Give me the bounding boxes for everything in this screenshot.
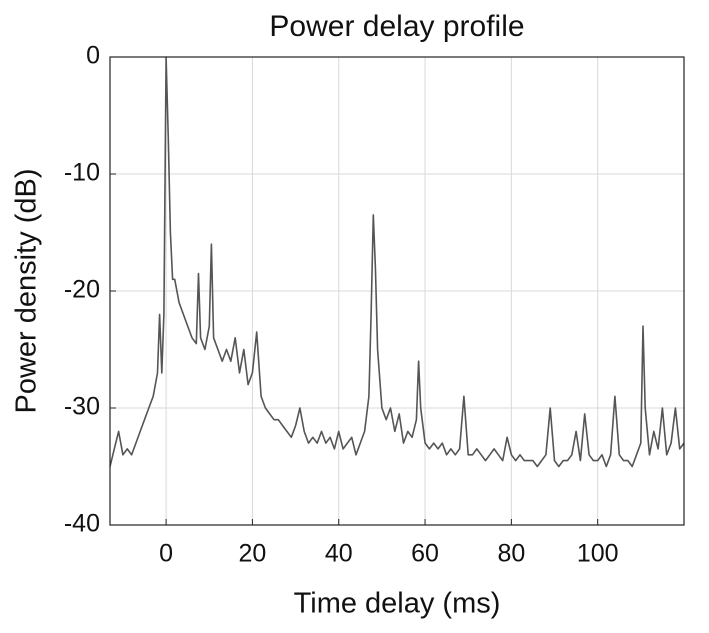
y-tick-label: -10	[64, 159, 100, 187]
x-tick-label: 100	[577, 540, 619, 568]
x-tick-label: 20	[239, 540, 267, 568]
x-tick-label: 60	[411, 540, 439, 568]
y-tick-label: 0	[86, 42, 100, 70]
axes-frame	[109, 56, 685, 526]
y-tick-label: -30	[64, 393, 100, 421]
x-tick-label: 40	[325, 540, 353, 568]
y-axis-label: Power density (dB)	[11, 169, 43, 414]
y-tick-label: -20	[64, 276, 100, 304]
data-line	[109, 56, 685, 468]
x-tick-label: 0	[159, 540, 173, 568]
y-tick-label: -40	[64, 510, 100, 538]
x-axis-label: Time delay (ms)	[294, 588, 501, 620]
x-tick-label: 80	[497, 540, 525, 568]
chart-title: Power delay profile	[269, 10, 524, 43]
